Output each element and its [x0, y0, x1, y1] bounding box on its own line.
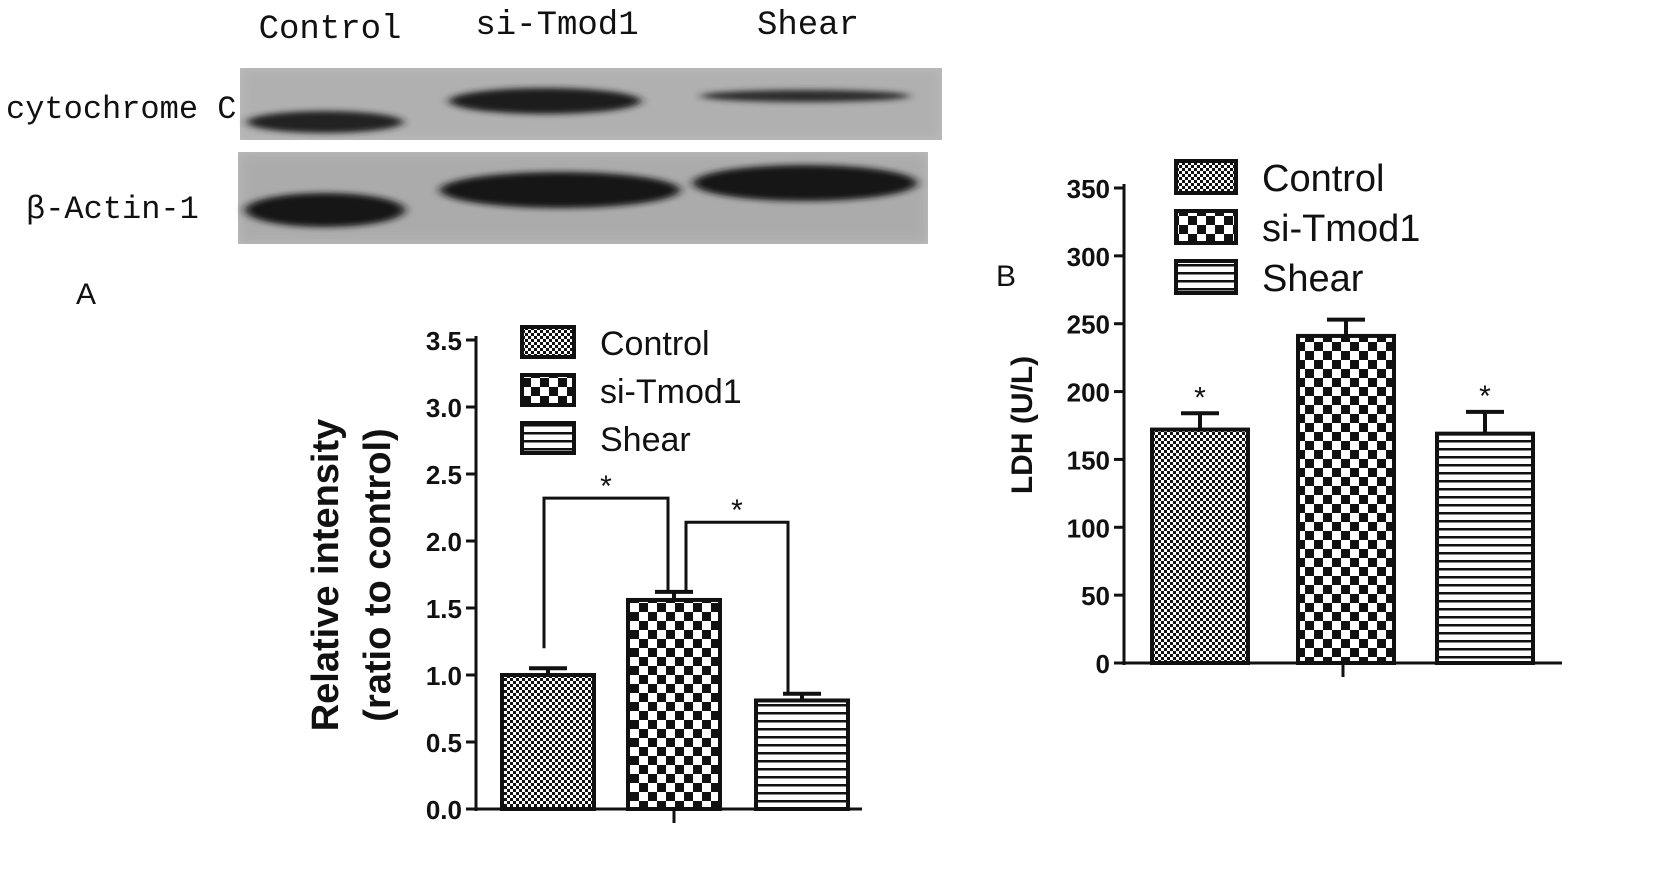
y-tick-label: 2.5 [426, 460, 462, 490]
y-tick-label: 0.0 [426, 795, 462, 825]
band-actin-si-tmod1 [440, 172, 680, 208]
y-tick-label: 0 [1096, 649, 1110, 679]
lane-label-shear: Shear [757, 7, 859, 45]
y-axis-label-line1: Relative intensity [305, 419, 347, 732]
significance-star: * [1479, 380, 1491, 413]
panel-label-a: A [76, 278, 96, 311]
band-cytc-si-tmod1 [449, 88, 641, 114]
legend-label-si-tmod1: si-Tmod1 [1262, 208, 1420, 250]
y-axis-label: LDH (U/L) [1006, 356, 1039, 494]
panel-label-b: B [996, 260, 1016, 293]
lane-label-si-tmod1: si-Tmod1 [475, 7, 638, 45]
legend-swatch-shear [520, 421, 576, 455]
bar-shear [1435, 431, 1535, 665]
chart-b-ldh: 0 50 100 150 200 250 300 350 Control si-Tmod1 Shea… [1006, 158, 1562, 679]
significance-bracket [684, 520, 790, 694]
legend-label-shear: Shear [1262, 258, 1364, 300]
bar-control [500, 673, 596, 811]
y-tick-label: 150 [1067, 445, 1110, 475]
y-tick-label: 0.5 [426, 728, 462, 758]
significance-star: * [731, 494, 743, 527]
lane-label-control: Control [259, 11, 402, 49]
chart-a-relative-intensity: 0.0 0.5 1.0 1.5 2.0 2.5 3.0 3.5 Control si-Tmod1 S… [305, 325, 862, 825]
bar-si-tmod1 [626, 597, 722, 812]
bar-si-tmod1 [1296, 333, 1396, 665]
y-tick-label: 200 [1067, 378, 1110, 408]
y-tick-label: 1.0 [426, 661, 462, 691]
legend-swatch-shear [1174, 259, 1238, 295]
western-blot: Control si-Tmod1 Shear cytochrome C β-Ac… [6, 7, 942, 244]
y-tick-label: 100 [1067, 513, 1110, 543]
legend-swatch-si-tmod1 [1174, 209, 1238, 245]
y-tick-label: 1.5 [426, 594, 462, 624]
y-tick-label: 300 [1067, 242, 1110, 272]
bar-shear [754, 698, 850, 812]
legend-swatch-control [1174, 159, 1238, 195]
legend-label-shear: Shear [600, 421, 691, 459]
y-tick-label: 2.0 [426, 527, 462, 557]
legend-swatch-control [520, 325, 576, 359]
row-label-cytochrome-c: cytochrome C [6, 91, 236, 128]
band-cytc-shear [700, 90, 910, 102]
band-cytc-control [247, 111, 403, 133]
y-tick-label: 50 [1081, 581, 1110, 611]
y-tick-label: 250 [1067, 310, 1110, 340]
legend-swatch-si-tmod1 [520, 373, 576, 407]
blot-strip-cytochrome-c [240, 68, 942, 140]
bar-control [1150, 427, 1250, 666]
legend-label-control: Control [600, 325, 710, 363]
legend-label-si-tmod1: si-Tmod1 [600, 373, 742, 411]
row-label-beta-actin: β-Actin-1 [26, 191, 199, 228]
band-actin-shear [693, 165, 917, 201]
significance-star: * [600, 470, 612, 503]
y-tick-label: 350 [1067, 174, 1110, 204]
significance-star: * [1194, 381, 1206, 414]
y-tick-label: 3.5 [426, 326, 462, 356]
band-actin-control [245, 193, 405, 227]
y-axis-label-line2: (ratio to control) [357, 428, 399, 721]
significance-bracket [542, 496, 670, 649]
y-tick-label: 3.0 [426, 393, 462, 423]
blot-strip-beta-actin [238, 152, 928, 244]
legend-label-control: Control [1262, 158, 1385, 200]
